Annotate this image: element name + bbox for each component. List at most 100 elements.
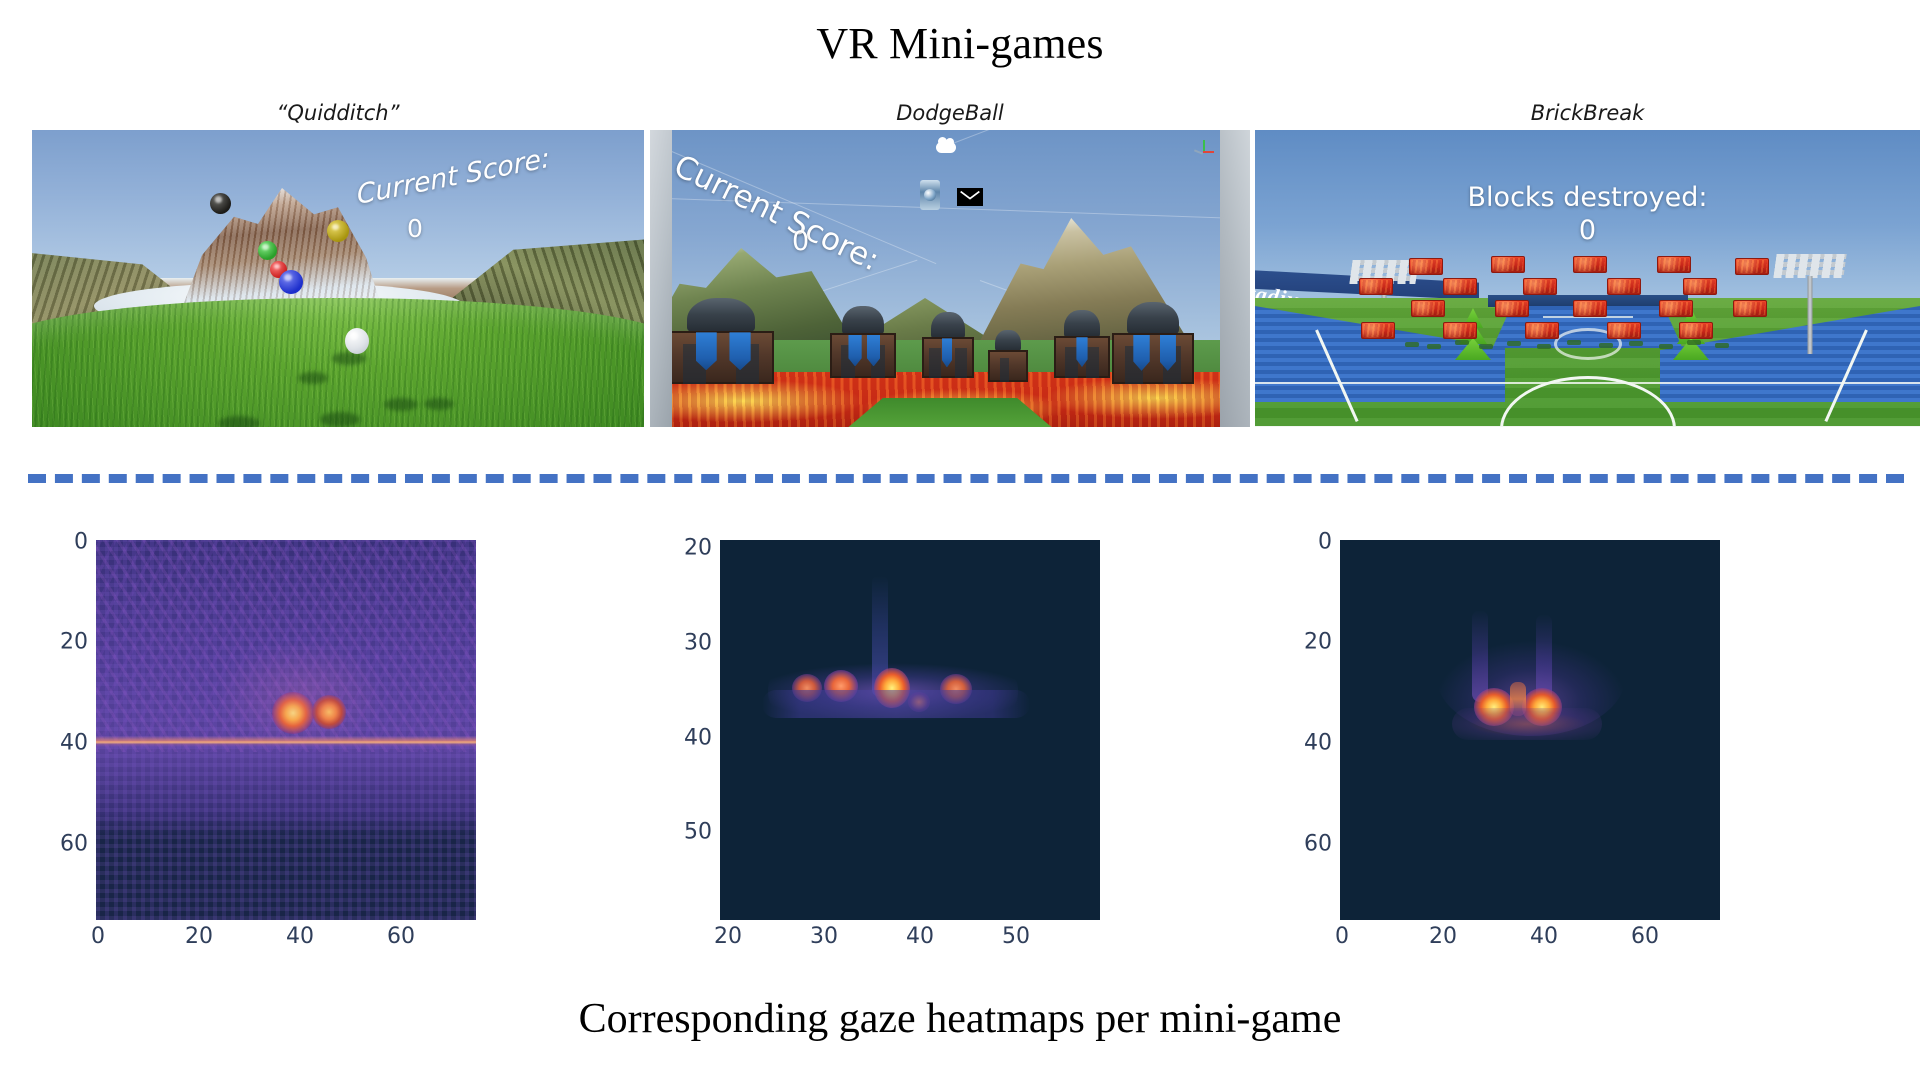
brick[interactable] <box>1607 322 1641 339</box>
y-axis-ticks: 20 30 40 50 <box>668 536 720 920</box>
x-tick-label: 30 <box>810 924 838 949</box>
cannon-barrel <box>1126 302 1180 337</box>
ground-shadow <box>298 372 328 384</box>
arena-wall-left <box>650 130 672 427</box>
envelope-icon[interactable] <box>957 188 983 206</box>
camera-icon[interactable] <box>920 180 940 210</box>
brick[interactable] <box>1573 300 1607 317</box>
heatmap-canvas-brickbreak[interactable] <box>1340 540 1720 920</box>
brick[interactable] <box>1733 300 1767 317</box>
heatmap-dodgeball: 20 30 40 50 20 30 40 50 <box>684 536 1100 949</box>
brick[interactable] <box>1659 300 1693 317</box>
game-panel-quidditch: “Quidditch” Current Score: 0 <box>32 96 644 427</box>
brick[interactable] <box>1657 256 1691 273</box>
heatmap-plume <box>1472 610 1488 702</box>
brick[interactable] <box>1359 278 1393 295</box>
brick[interactable] <box>1525 322 1559 339</box>
x-tick-label: 50 <box>1002 924 1030 949</box>
x-tick-label: 0 <box>91 924 105 949</box>
heatmap-band-tail <box>762 690 1030 718</box>
brick[interactable] <box>1443 322 1477 339</box>
y-axis-ticks: 0 20 40 60 <box>1288 530 1340 920</box>
brick[interactable] <box>1679 322 1713 339</box>
cannon-banner <box>1133 334 1150 371</box>
heatmap-quidditch: 0 20 40 60 0 20 40 60 <box>60 530 476 949</box>
heatmap-canvas-quidditch[interactable] <box>96 540 476 920</box>
heatmap-base-glow <box>1452 708 1602 740</box>
cannon-leg-gap <box>1000 358 1009 382</box>
x-tick-label: 40 <box>1530 924 1558 949</box>
floodlight-rack <box>1773 254 1847 278</box>
brick[interactable] <box>1361 322 1395 339</box>
cannon-banner <box>866 334 881 367</box>
brick[interactable] <box>1735 258 1769 275</box>
grass-field <box>32 298 644 427</box>
heatmap-ridge <box>96 736 476 747</box>
x-tick-label: 20 <box>185 924 213 949</box>
brick[interactable] <box>1491 256 1525 273</box>
game-screenshot-brickbreak[interactable]: tadium <box>1255 130 1920 427</box>
page-title: VR Mini-games <box>816 19 1104 68</box>
floodlight-pole <box>1807 276 1813 354</box>
ball-green <box>258 241 277 260</box>
cannon <box>668 298 774 384</box>
penalty-arc <box>1553 328 1622 360</box>
ball-white <box>345 328 369 354</box>
x-tick-label: 20 <box>714 924 742 949</box>
y-tick-label: 20 <box>684 535 712 561</box>
goal-line <box>1543 316 1633 318</box>
cannon-banner <box>1159 334 1176 371</box>
game-panel-dodgeball: DodgeBall <box>650 96 1250 427</box>
cannon-barrel <box>931 312 965 340</box>
game-screenshots-row: “Quidditch” Current Score: 0 <box>0 96 1920 456</box>
cannon-barrel <box>841 306 885 337</box>
cannon-barrel <box>1064 310 1100 339</box>
ball-blue <box>279 270 303 294</box>
cloud-icon <box>936 137 956 153</box>
x-tick-label: 40 <box>286 924 314 949</box>
green-center-strip <box>845 398 1055 427</box>
cannon-leg-gap <box>1065 346 1078 378</box>
heatmap-plume <box>1536 614 1552 702</box>
bottom-caption: Corresponding gaze heatmaps per mini-gam… <box>578 996 1342 1042</box>
ground-shadow <box>424 398 454 410</box>
ground-shadow <box>218 416 260 427</box>
x-axis-ticks: 0 20 40 60 <box>1335 924 1720 958</box>
x-axis-ticks: 0 20 40 60 <box>91 924 476 958</box>
game-screenshot-quidditch[interactable]: Current Score: 0 <box>32 130 644 427</box>
heatmap-hotspot <box>1510 682 1526 716</box>
cannon <box>1054 310 1110 378</box>
brick[interactable] <box>1443 278 1477 295</box>
y-tick-label: 40 <box>60 730 88 756</box>
cannon-banner <box>729 332 751 371</box>
ball-gold-snitch <box>327 220 349 242</box>
cannon <box>1112 302 1194 384</box>
heatmap-hotspot <box>312 695 346 729</box>
cannon-banner <box>941 338 953 368</box>
brick[interactable] <box>1683 278 1717 295</box>
heatmap-warm-halo <box>216 640 386 750</box>
cannon-leg-gap <box>955 347 967 378</box>
cannon-barrel <box>687 298 755 335</box>
arena-wall-right <box>1220 130 1250 427</box>
brick[interactable] <box>1523 278 1557 295</box>
brick[interactable] <box>1573 256 1607 273</box>
cannon-barrel <box>995 330 1021 352</box>
game-screenshot-dodgeball[interactable]: Current Score: 0 <box>650 130 1250 427</box>
y-tick-label: 20 <box>1304 629 1332 655</box>
heatmap-canvas-dodgeball[interactable] <box>720 540 1100 920</box>
y-tick-label: 40 <box>1304 730 1332 756</box>
y-axis-ticks: 0 20 40 60 <box>44 530 96 920</box>
brick[interactable] <box>1409 258 1443 275</box>
brick[interactable] <box>1411 300 1445 317</box>
cannon-leg-gap <box>929 347 941 378</box>
cannon-banner <box>1076 337 1088 368</box>
y-tick-label: 30 <box>684 630 712 656</box>
axis-gizmo-icon <box>1192 140 1216 164</box>
x-tick-label: 60 <box>1631 924 1659 949</box>
brick[interactable] <box>1607 278 1641 295</box>
ground-shadow <box>332 352 366 365</box>
brick[interactable] <box>1495 300 1529 317</box>
y-tick-label: 40 <box>684 725 712 751</box>
cannon-banner <box>848 334 862 367</box>
